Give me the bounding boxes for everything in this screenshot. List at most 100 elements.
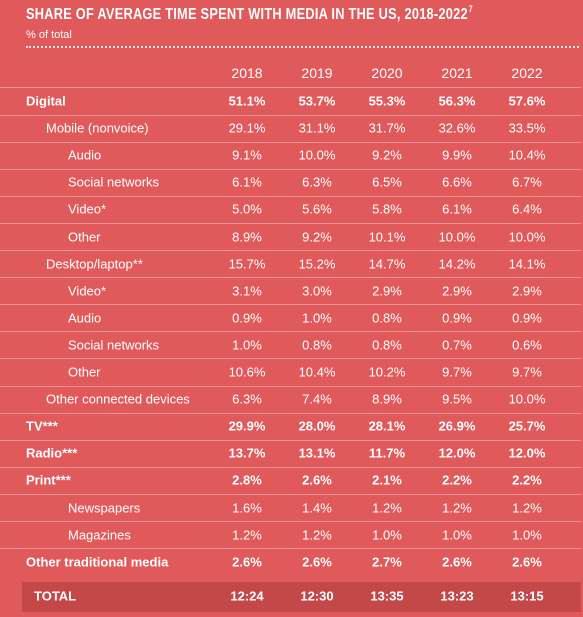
row-separator	[0, 195, 581, 197]
cell-value: 14.7%	[368, 256, 406, 272]
cell-value: 10.0%	[298, 147, 336, 163]
column-header: 2020	[371, 65, 403, 81]
row-separator	[0, 141, 581, 143]
cell-value: 9.7%	[442, 364, 472, 380]
cell-value: 10.4%	[298, 364, 336, 380]
row-label: Digital	[26, 93, 66, 109]
title: SHARE OF AVERAGE TIME SPENT WITH MEDIA I…	[26, 6, 468, 23]
dotted-rule	[26, 46, 579, 48]
cell-value: 2.6%	[232, 554, 262, 570]
cell-value: 5.0%	[232, 201, 262, 217]
cell-value: 14.1%	[508, 256, 546, 272]
column-header: 2022	[511, 65, 543, 81]
cell-value: 2.2%	[512, 472, 542, 488]
row-separator	[0, 114, 581, 116]
cell-value: 2.6%	[302, 472, 332, 488]
cell-value: 1.2%	[442, 500, 472, 515]
row-separator	[0, 521, 581, 523]
row-label: Mobile (nonvoice)	[46, 120, 149, 136]
cell-value: 6.3%	[302, 174, 332, 190]
cell-value: 10.2%	[368, 364, 406, 380]
cell-value: 2.6%	[302, 554, 332, 570]
row-label: Social networks	[68, 174, 160, 190]
cell-value: 12.0%	[438, 445, 476, 461]
cell-value: 1.0%	[512, 527, 542, 543]
cell-value: 1.0%	[442, 527, 472, 543]
cell-value: 0.7%	[442, 337, 472, 353]
cell-value: 0.9%	[442, 310, 472, 326]
total-value: 13:35	[370, 588, 404, 604]
cell-value: 6.4%	[512, 201, 542, 217]
cell-value: 51.1%	[228, 93, 266, 109]
cell-value: 13.1%	[298, 445, 336, 461]
cell-value: 56.3%	[438, 93, 476, 109]
cell-value: 0.9%	[232, 310, 262, 326]
row-separator	[0, 250, 581, 252]
cell-value: 28.1%	[368, 418, 406, 434]
cell-value: 10.1%	[368, 229, 406, 244]
cell-value: 1.2%	[512, 500, 542, 515]
row-label: Other traditional media	[26, 554, 169, 570]
cell-value: 2.9%	[512, 283, 542, 299]
subtitle: % of total	[26, 29, 72, 41]
row-separator	[0, 466, 581, 468]
cell-value: 10.0%	[508, 391, 546, 407]
row-label: Newspapers	[68, 500, 141, 515]
row-separator	[0, 277, 581, 279]
cell-value: 9.9%	[442, 147, 472, 163]
cell-value: 1.0%	[372, 527, 402, 543]
cell-value: 9.5%	[442, 391, 472, 407]
cell-value: 1.4%	[302, 500, 332, 515]
cell-value: 15.2%	[298, 256, 336, 272]
row-label: Other connected devices	[46, 391, 190, 407]
cell-value: 13.7%	[228, 445, 266, 461]
cell-value: 31.1%	[298, 120, 336, 136]
row-label: Video*	[68, 283, 107, 299]
cell-value: 31.7%	[368, 120, 406, 136]
cell-value: 0.8%	[372, 337, 402, 353]
cell-value: 29.9%	[228, 418, 266, 434]
cell-value: 1.0%	[232, 337, 262, 353]
row-separator	[0, 87, 581, 88]
cell-value: 0.8%	[302, 337, 332, 353]
cell-value: 9.2%	[372, 147, 402, 163]
cell-value: 10.6%	[228, 364, 266, 380]
row-label: TV***	[26, 418, 58, 434]
total-value: 13:23	[440, 588, 474, 604]
row-label: Social networks	[68, 337, 160, 353]
row-separator	[0, 439, 581, 441]
cell-value: 0.9%	[512, 310, 542, 326]
cell-value: 10.4%	[508, 147, 546, 163]
column-header: 2021	[441, 65, 473, 81]
cell-value: 53.7%	[298, 93, 336, 109]
cell-value: 28.0%	[298, 418, 336, 434]
cell-value: 1.2%	[302, 527, 332, 543]
total-label: TOTAL	[34, 588, 77, 604]
cell-value: 26.9%	[438, 418, 476, 434]
cell-value: 0.6%	[512, 337, 542, 353]
cell-value: 2.9%	[442, 283, 472, 299]
cell-value: 5.8%	[372, 201, 402, 217]
total-value: 12:30	[300, 588, 334, 604]
title-block: SHARE OF AVERAGE TIME SPENT WITH MEDIA I…	[26, 4, 473, 24]
row-label: Other	[68, 364, 101, 380]
cell-value: 1.2%	[232, 527, 262, 543]
row-separator	[0, 358, 581, 360]
cell-value: 9.7%	[512, 364, 542, 380]
row-label: Magazines	[68, 527, 131, 543]
column-header: 2018	[231, 65, 263, 81]
row-separator	[0, 222, 581, 224]
row-separator	[0, 493, 581, 495]
cell-value: 10.0%	[508, 229, 546, 244]
cell-value: 6.3%	[232, 391, 262, 407]
row-label: Desktop/laptop**	[46, 256, 143, 272]
row-label: Print***	[26, 472, 71, 488]
cell-value: 15.7%	[228, 256, 266, 272]
cell-value: 12.0%	[508, 445, 546, 461]
row-label: Radio***	[26, 445, 78, 461]
cell-value: 25.7%	[508, 418, 546, 434]
cell-value: 11.7%	[368, 445, 406, 461]
title-footnote: 7	[468, 4, 473, 14]
cell-value: 2.8%	[232, 472, 262, 488]
